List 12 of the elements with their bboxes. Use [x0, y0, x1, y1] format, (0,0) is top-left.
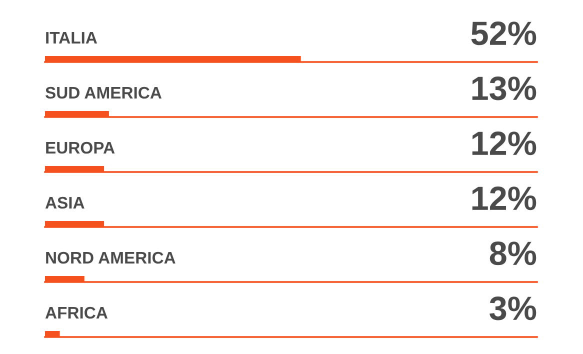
y-tick-label: SUD AMERICA: [45, 86, 162, 99]
data-label: 8%: [490, 242, 536, 266]
y-tick-label: ASIA: [45, 196, 84, 209]
data-label: 52%: [471, 22, 536, 46]
data-label: 12%: [472, 186, 536, 210]
y-tick-label: NORD AMERICA: [46, 252, 176, 264]
data-label: 13%: [472, 76, 536, 100]
y-tick-label: ITALIA: [46, 32, 98, 44]
data-label: 3%: [490, 296, 536, 320]
y-tick-label: AFRICA: [45, 306, 108, 319]
y-tick-label: EUROPA: [46, 142, 115, 154]
data-label: 12%: [472, 132, 536, 156]
